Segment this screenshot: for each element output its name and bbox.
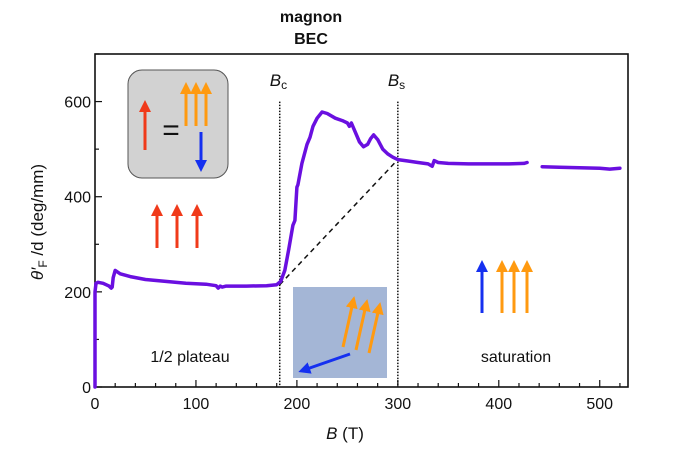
reference-label-symbol: B [270, 71, 281, 90]
plot-frame [94, 53, 629, 388]
gray-inset-box [127, 69, 229, 179]
x-axis-label: B (T) [326, 424, 364, 443]
chart-title-line-1: magnon [280, 9, 342, 26]
y-tick-label: 400 [64, 190, 91, 207]
x-tick-label: 200 [284, 396, 311, 413]
x-axis-label-symbol: B [326, 424, 337, 443]
reference-label-symbol: B [388, 71, 399, 90]
annotation-plateau: 1/2 plateau [150, 349, 229, 366]
y-tick-label: 600 [64, 95, 91, 112]
reference-label-s: Bs [388, 71, 405, 92]
series-line-segment-2 [540, 164, 622, 171]
x-tick-label: 0 [91, 396, 100, 413]
equals-sign: = [162, 114, 180, 147]
y-tick-label: 0 [82, 380, 91, 397]
reference-label-sub: c [281, 78, 287, 92]
y-axis-label-rest: /d (deg/mm) [28, 164, 47, 260]
y-tick-label: 200 [64, 285, 91, 302]
reference-label-c: Bc [270, 71, 287, 92]
marks: Bc Bs [93, 71, 622, 389]
axes: 0 100 200 300 400 500 0 200 400 600 [64, 53, 629, 413]
annotation-saturation: saturation [481, 349, 551, 366]
reference-label-sub: s [399, 78, 405, 92]
y-axis-label-sub: F [36, 260, 50, 267]
y-axis-label-theta: θ′ [28, 267, 47, 280]
orange-spin-arrow-icon [354, 299, 371, 351]
x-tick-label: 100 [183, 396, 210, 413]
dashed-baseline [279, 159, 399, 286]
orange-spin-arrow-icon [367, 302, 384, 354]
orange-spin-arrow-icon [341, 296, 358, 348]
x-axis-label-unit: (T) [342, 424, 364, 443]
x-tick-label: 500 [586, 396, 613, 413]
y-axis-label: θ′F /d (deg/mm) [28, 164, 50, 280]
x-tick-label: 300 [384, 396, 411, 413]
series-line-segment-1 [93, 110, 529, 389]
x-tick-label: 400 [485, 396, 512, 413]
blue-spin-canted-arrow-icon [298, 352, 351, 374]
chart-title-line-2: BEC [294, 31, 328, 48]
